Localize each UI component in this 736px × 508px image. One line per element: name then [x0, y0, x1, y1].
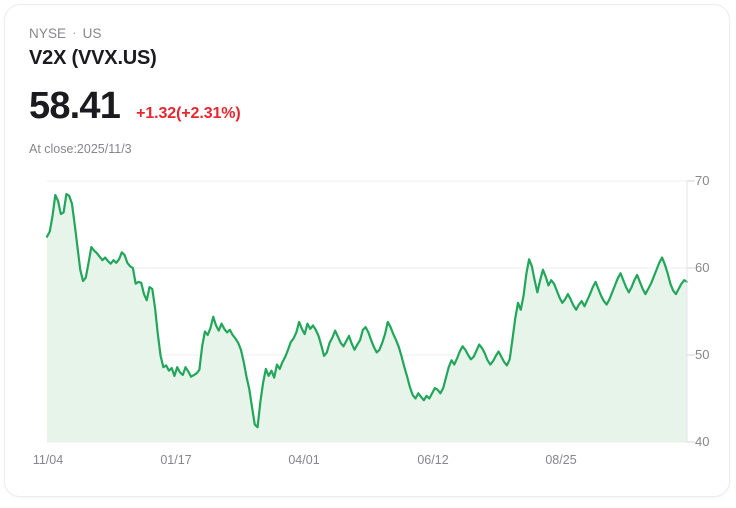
price-value: 58.41	[29, 85, 121, 127]
separator-dot: ·	[72, 25, 77, 40]
exchange-row: NYSE · US	[29, 25, 705, 43]
price-change: +1.32(+2.31%)	[136, 105, 241, 122]
x-tick-label: 11/04	[32, 453, 64, 467]
price-area-fill	[47, 194, 687, 442]
price-row: 58.41 +1.32(+2.31%)	[29, 84, 241, 128]
x-tick-label: 04/01	[288, 453, 320, 467]
x-tick-label: 01/17	[160, 453, 192, 467]
y-tick-label: 40	[695, 434, 710, 449]
price-line	[45, 192, 689, 429]
quote-header: NYSE · US V2X (VVX.US)	[29, 25, 705, 71]
market-status-note: At close:2025/11/3	[29, 142, 132, 156]
y-tick-label: 70	[695, 173, 710, 188]
exchange-label: NYSE	[29, 26, 67, 41]
x-axis-labels: 11/04 01/17 04/01 06/12 08/25	[5, 452, 729, 474]
x-tick-label: 06/12	[417, 453, 449, 467]
y-tick-label: 60	[695, 260, 710, 275]
page-title: V2X (VVX.US)	[29, 47, 157, 69]
y-axis-labels: 70 60 50 40	[695, 165, 729, 455]
price-chart-svg[interactable]	[5, 165, 730, 455]
stock-quote-card: NYSE · US V2X (VVX.US) 58.41 +1.32(+2.31…	[4, 4, 730, 497]
region-label: US	[82, 26, 102, 41]
y-tick-label: 50	[695, 347, 710, 362]
x-tick-label: 08/25	[545, 453, 577, 467]
price-chart[interactable]: 70 60 50 40 11/04 01/17 04/01 06/12 08/25	[5, 165, 730, 475]
y-axis-ticks	[687, 180, 695, 443]
